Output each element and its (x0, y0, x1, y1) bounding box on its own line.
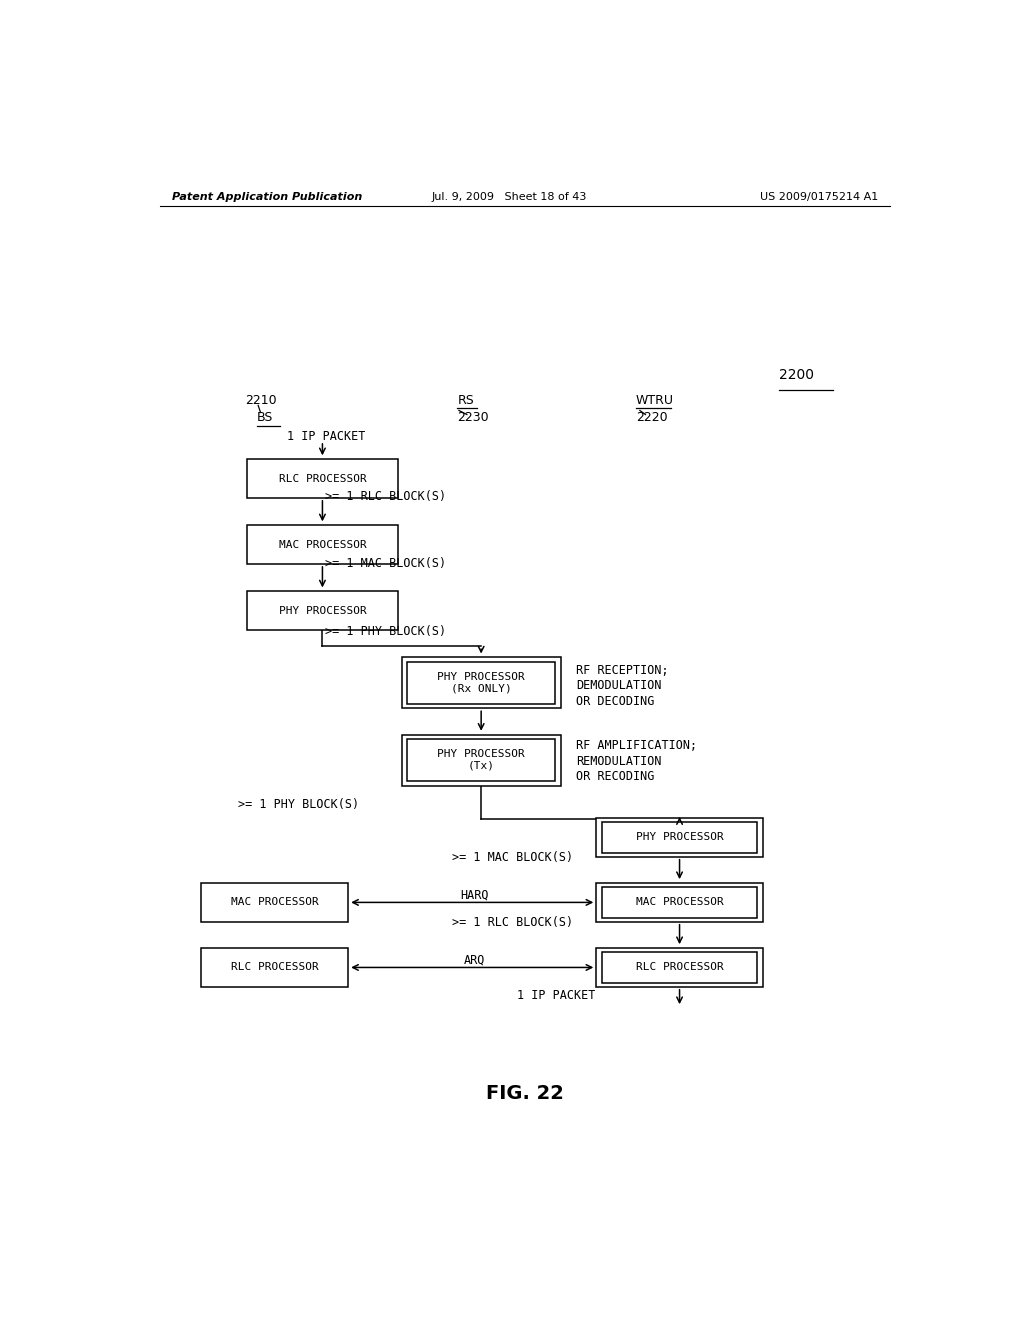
Bar (202, 883, 348, 921)
Text: MAC PROCESSOR: MAC PROCESSOR (279, 540, 367, 549)
Text: WTRU: WTRU (636, 393, 674, 407)
Text: 2220: 2220 (636, 411, 668, 424)
Text: >= 1 PHY BLOCK(S): >= 1 PHY BLOCK(S) (325, 624, 445, 638)
Bar (602, 952, 758, 982)
Bar (401, 735, 560, 785)
Bar (247, 459, 397, 498)
Text: REMODULATION: REMODULATION (577, 755, 662, 768)
Text: >= 1 PHY BLOCK(S): >= 1 PHY BLOCK(S) (238, 799, 358, 812)
Text: OR RECODING: OR RECODING (577, 770, 654, 783)
Text: PHY PROCESSOR: PHY PROCESSOR (636, 833, 723, 842)
Text: 2210: 2210 (246, 393, 278, 407)
Bar (596, 948, 763, 987)
Text: Patent Application Publication: Patent Application Publication (172, 191, 361, 202)
Text: RS: RS (458, 393, 474, 407)
Text: >= 1 MAC BLOCK(S): >= 1 MAC BLOCK(S) (325, 557, 445, 570)
Bar (602, 887, 758, 917)
Text: >= 1 MAC BLOCK(S): >= 1 MAC BLOCK(S) (452, 851, 572, 865)
Text: OR DECODING: OR DECODING (577, 694, 654, 708)
Text: 1 IP PACKET: 1 IP PACKET (287, 430, 366, 444)
Text: BS: BS (257, 411, 273, 424)
Text: 2230: 2230 (458, 411, 489, 424)
Text: HARQ: HARQ (460, 888, 488, 902)
Text: DEMODULATION: DEMODULATION (577, 680, 662, 693)
Bar (247, 525, 397, 564)
Text: ARQ: ARQ (463, 954, 484, 966)
Bar (596, 883, 763, 921)
Text: PHY PROCESSOR
(Tx): PHY PROCESSOR (Tx) (437, 750, 525, 771)
Text: RLC PROCESSOR: RLC PROCESSOR (636, 962, 723, 973)
Bar (602, 822, 758, 853)
Text: US 2009/0175214 A1: US 2009/0175214 A1 (760, 191, 878, 202)
Text: PHY PROCESSOR: PHY PROCESSOR (279, 606, 367, 615)
Text: PHY PROCESSOR
(Rx ONLY): PHY PROCESSOR (Rx ONLY) (437, 672, 525, 694)
Text: RF AMPLIFICATION;: RF AMPLIFICATION; (577, 739, 697, 752)
Bar (401, 657, 560, 709)
Text: Jul. 9, 2009   Sheet 18 of 43: Jul. 9, 2009 Sheet 18 of 43 (431, 191, 587, 202)
Text: >= 1 RLC BLOCK(S): >= 1 RLC BLOCK(S) (452, 916, 572, 929)
Text: MAC PROCESSOR: MAC PROCESSOR (231, 898, 318, 907)
Text: RF RECEPTION;: RF RECEPTION; (577, 664, 669, 677)
Text: 2200: 2200 (778, 368, 814, 381)
Bar (596, 818, 763, 857)
Bar (202, 948, 348, 987)
Text: RLC PROCESSOR: RLC PROCESSOR (231, 962, 318, 973)
Text: FIG. 22: FIG. 22 (485, 1084, 564, 1104)
Bar (247, 591, 397, 630)
Text: >= 1 RLC BLOCK(S): >= 1 RLC BLOCK(S) (325, 490, 445, 503)
Text: MAC PROCESSOR: MAC PROCESSOR (636, 898, 723, 907)
Bar (408, 739, 555, 781)
Bar (408, 661, 555, 704)
Text: RLC PROCESSOR: RLC PROCESSOR (279, 474, 367, 483)
Text: 1 IP PACKET: 1 IP PACKET (517, 990, 595, 1002)
